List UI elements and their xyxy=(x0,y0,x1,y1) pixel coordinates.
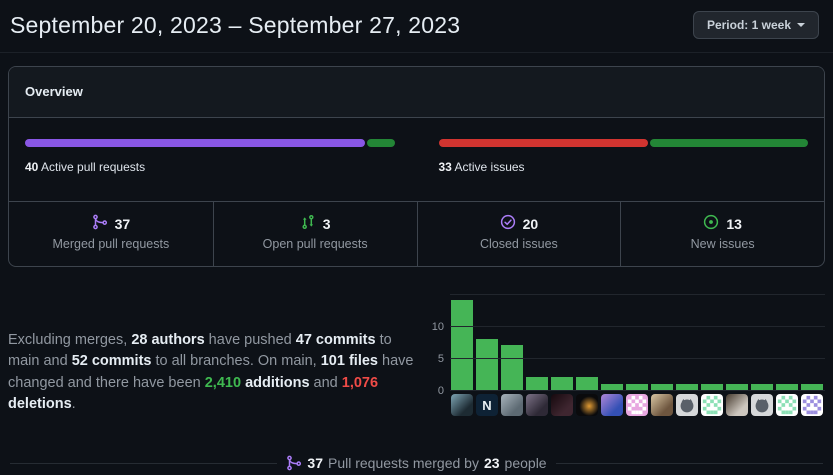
active-pull-requests-block: 40 Active pull requests xyxy=(25,139,395,174)
active-issues-text: Active issues xyxy=(454,160,525,174)
commit-bar xyxy=(801,384,823,390)
identicon xyxy=(702,395,722,415)
issue-opened-icon xyxy=(703,214,719,233)
contributor-avatar[interactable] xyxy=(751,394,773,416)
stat-count: 13 xyxy=(726,215,742,232)
commit-bar xyxy=(676,384,698,390)
stat-label: Merged pull requests xyxy=(52,237,170,251)
merged-pull-requests-segment xyxy=(25,139,365,147)
contributor-avatar[interactable] xyxy=(526,394,548,416)
chart-plot-area: 0 5 10 xyxy=(432,294,825,397)
git-compare-icon xyxy=(300,214,316,233)
divider-line xyxy=(555,462,824,464)
contributor-avatar[interactable] xyxy=(676,394,698,416)
chevron-down-icon xyxy=(797,23,805,27)
commits-per-author-chart: 0 5 10 N xyxy=(428,294,825,430)
people-count: 23 xyxy=(483,455,500,472)
contributor-avatar[interactable] xyxy=(726,394,748,416)
merged-by-divider: 37 Pull requests merged by 23 people xyxy=(10,455,824,472)
chart-y-tick-label: 0 xyxy=(437,385,444,397)
activity-summary-text: Excluding merges, 28 authors have pushed… xyxy=(8,331,414,413)
active-issues-count: 33 xyxy=(438,160,452,174)
closed-issues-segment xyxy=(438,139,648,147)
stat-count: 37 xyxy=(114,215,131,232)
chart-gridline xyxy=(450,326,825,327)
avatar-letter: N xyxy=(482,397,492,413)
divider-line xyxy=(10,462,278,464)
new-issues-segment xyxy=(649,139,808,147)
identicon xyxy=(802,395,822,415)
merged-by-label: Pull requests merged by xyxy=(328,455,479,472)
git-merge-icon xyxy=(286,455,302,471)
pull-requests-progress-bar xyxy=(25,139,395,147)
stat-new-issues: 13 New issues xyxy=(620,202,824,266)
page-title: September 20, 2023 – September 27, 2023 xyxy=(10,11,461,38)
active-pull-requests-count: 40 xyxy=(25,160,39,174)
active-issues-label: 33 Active issues xyxy=(439,160,809,174)
commit-bar xyxy=(651,384,673,390)
tab-overview[interactable]: Overview xyxy=(25,84,83,99)
main-content: Excluding merges, 28 authors have pushed… xyxy=(0,294,833,430)
stat-label: Closed issues xyxy=(479,237,558,251)
commit-bar xyxy=(476,339,498,390)
octocat-icon xyxy=(680,399,694,413)
active-issues-block: 33 Active issues xyxy=(438,139,809,174)
identicon xyxy=(777,395,797,415)
commit-bar xyxy=(601,384,623,390)
open-pull-requests-segment xyxy=(366,139,395,147)
commit-bar xyxy=(451,300,473,390)
octocat-icon xyxy=(755,399,769,413)
contributor-avatar[interactable] xyxy=(801,394,823,416)
commit-bar xyxy=(751,384,773,390)
commit-bar xyxy=(626,384,648,390)
stat-closed-issues: 20 Closed issues xyxy=(416,202,621,266)
period-select-button[interactable]: Period: 1 week xyxy=(692,11,819,39)
contributor-avatar[interactable] xyxy=(626,394,648,416)
commit-bar xyxy=(526,377,548,390)
overview-stats-row: 37 Merged pull requests 3 Open xyxy=(9,201,824,266)
contributor-avatar[interactable] xyxy=(601,394,623,416)
commit-bar xyxy=(726,384,748,390)
identicon xyxy=(627,395,647,415)
git-merge-icon xyxy=(92,214,108,233)
chart-bars xyxy=(451,300,823,390)
stat-label: Open pull requests xyxy=(262,237,368,251)
stat-count: 3 xyxy=(322,215,331,232)
overview-panel-header: Overview xyxy=(9,67,824,118)
overview-panel: Overview 40 Active pull requests 33 Acti… xyxy=(8,66,825,267)
active-pull-requests-label: 40 Active pull requests xyxy=(25,160,395,174)
contributor-avatar[interactable] xyxy=(651,394,673,416)
active-pull-requests-text: Active pull requests xyxy=(41,160,146,174)
contributor-avatar[interactable] xyxy=(451,394,473,416)
contributor-avatar[interactable] xyxy=(576,394,598,416)
commit-bar xyxy=(776,384,798,390)
people-label: people xyxy=(504,455,547,472)
merged-by-text: 37 Pull requests merged by 23 people xyxy=(286,455,547,472)
stat-count: 20 xyxy=(522,215,539,232)
chart-gridline xyxy=(450,294,825,295)
issues-progress-bar xyxy=(438,139,808,147)
overview-panel-body: 40 Active pull requests 33 Active issues xyxy=(9,118,824,201)
stat-label: New issues xyxy=(690,237,755,251)
contributor-avatar[interactable]: N xyxy=(476,394,498,416)
commit-bar xyxy=(701,384,723,390)
commit-bar xyxy=(501,345,523,390)
chart-gridline xyxy=(450,390,825,391)
stat-open-pull-requests: 3 Open pull requests xyxy=(212,202,417,266)
contributor-avatar[interactable] xyxy=(501,394,523,416)
merged-count: 37 xyxy=(307,455,323,472)
period-button-label: Period: 1 week xyxy=(706,18,791,32)
contributor-avatar-row: N xyxy=(451,394,825,416)
commit-bar xyxy=(551,377,573,390)
contributor-avatar[interactable] xyxy=(701,394,723,416)
issue-closed-icon xyxy=(500,214,516,233)
chart-gridline xyxy=(450,358,825,359)
stat-merged-pull-requests: 37 Merged pull requests xyxy=(9,202,213,266)
contributor-avatar[interactable] xyxy=(776,394,798,416)
page-header: September 20, 2023 – September 27, 2023 … xyxy=(0,0,833,53)
chart-y-tick-label: 10 xyxy=(431,321,444,333)
chart-y-tick-label: 5 xyxy=(437,353,444,365)
commit-bar xyxy=(576,377,598,390)
contributor-avatar[interactable] xyxy=(551,394,573,416)
